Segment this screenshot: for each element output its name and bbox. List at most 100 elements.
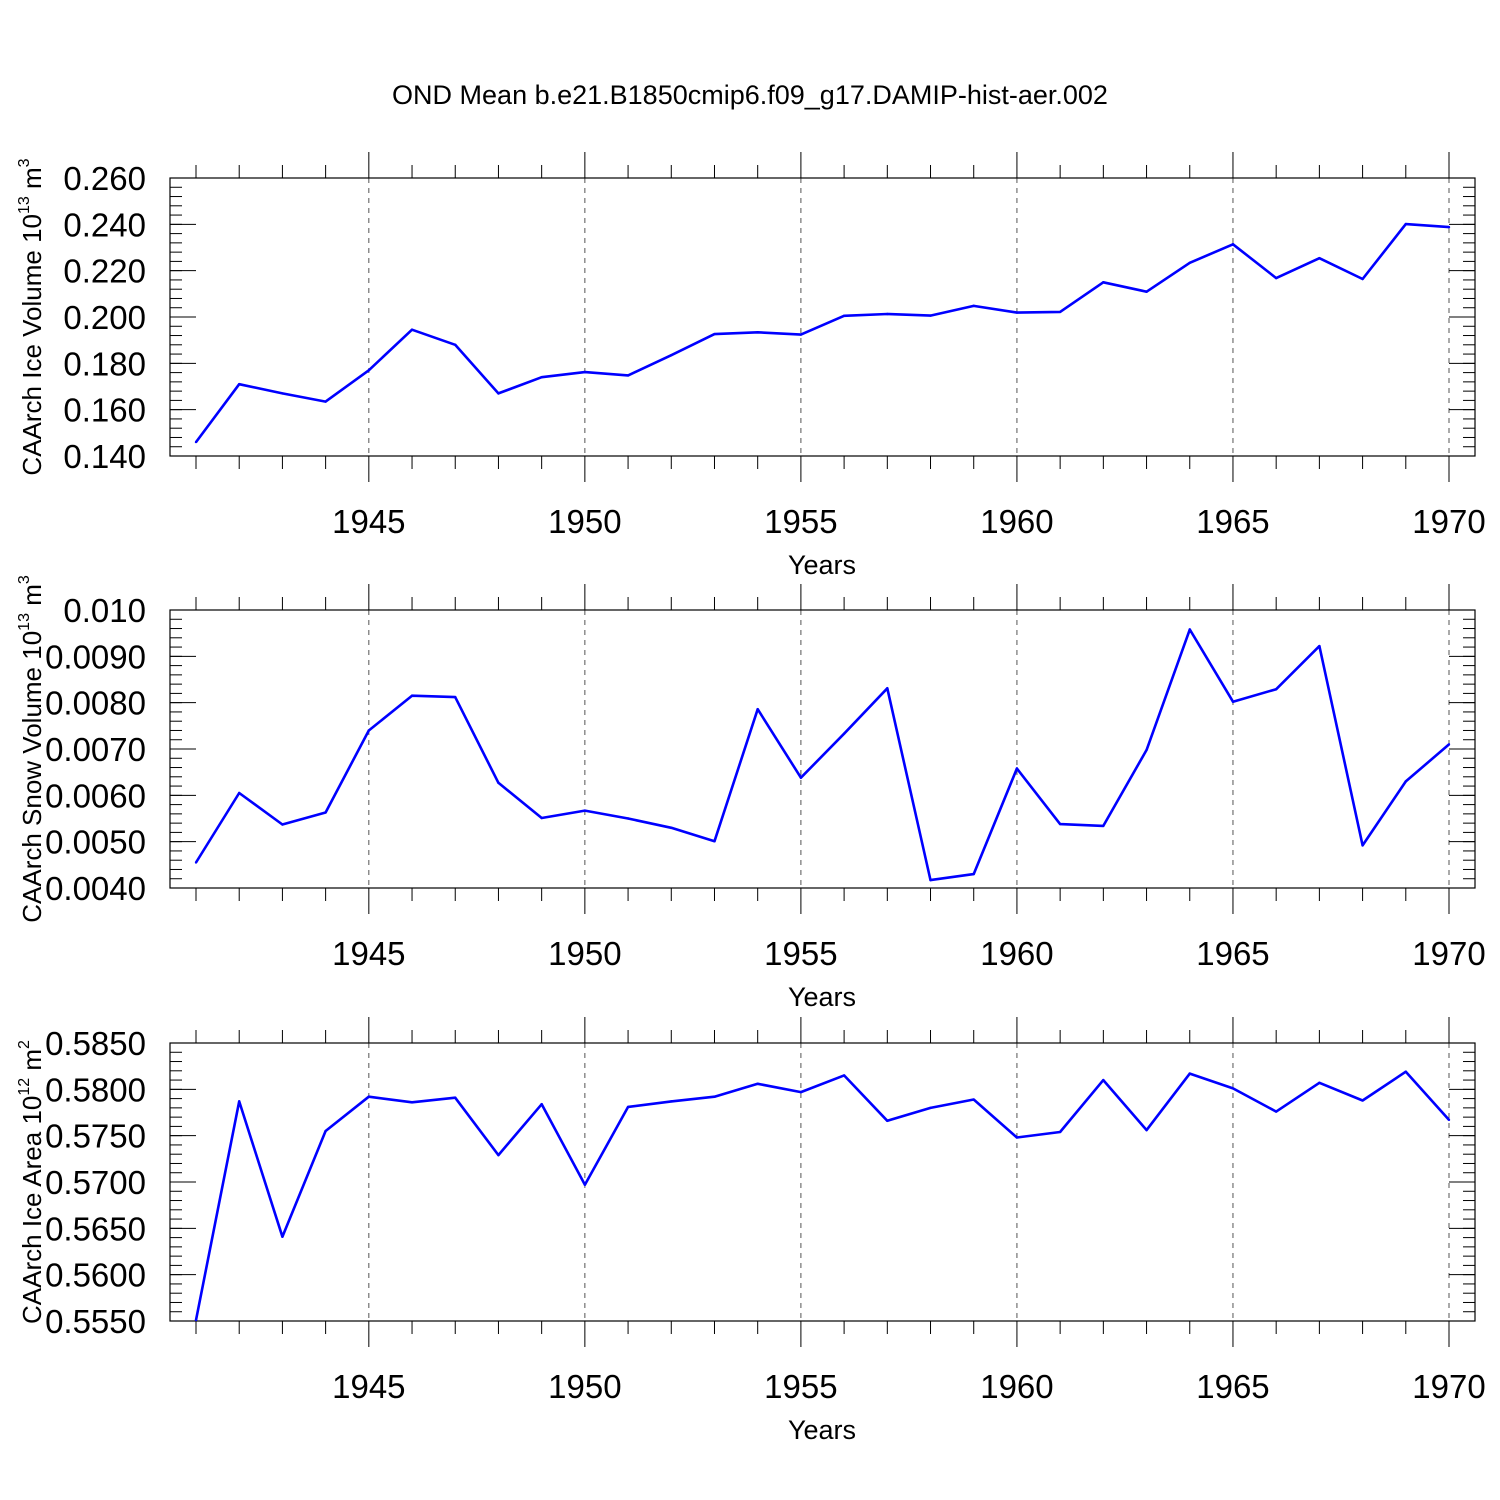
x-tick-label: 1965 [1196, 935, 1269, 972]
data-point [410, 1101, 414, 1104]
x-tick-label: 1950 [548, 1368, 621, 1405]
data-point [670, 826, 673, 829]
data-point [1361, 844, 1364, 847]
y-axis-label: CAArch Ice Volume 1013 m3 [16, 158, 47, 475]
x-tick-label: 1945 [332, 503, 405, 540]
data-point [410, 328, 414, 331]
y-axis-label-text: CAArch Ice Volume 10 [17, 214, 47, 476]
panel-2: 0.0040 0.0050 0.0060 0.0070 0.0080 0.0090 0.01… [16, 575, 1486, 1012]
data-point [1447, 1118, 1451, 1122]
data-point [1361, 1099, 1364, 1102]
data-point [324, 811, 327, 814]
data-point [454, 343, 457, 346]
y-tick-label: 0.0080 [45, 685, 146, 722]
data-point [410, 694, 414, 697]
data-point [324, 1129, 327, 1133]
y-tick-label: 0.180 [63, 345, 146, 382]
data-point [1231, 700, 1235, 703]
x-axis-label: Years [788, 1415, 856, 1445]
x-tick-label: 1945 [332, 935, 405, 972]
data-point [626, 1105, 630, 1109]
y-axis-label-unit: m [17, 1049, 47, 1078]
data-point [1404, 780, 1407, 783]
x-tick-label: 1970 [1412, 1368, 1485, 1405]
data-point [972, 872, 975, 876]
data-point [281, 823, 284, 826]
y-tick-label: 0.0070 [45, 731, 146, 768]
panel-3: 0.5550 0.5600 0.5650 0.5700 0.5750 0.5800 0.58… [16, 1017, 1486, 1445]
data-point [367, 1095, 371, 1098]
data-point [540, 1102, 543, 1106]
y-tick-label: 0.0050 [45, 824, 146, 861]
data-point [1188, 1072, 1191, 1075]
data-point [1102, 1078, 1105, 1082]
panel-1: 0.140 0.160 0.180 0.200 0.220 0.240 0.260 1945 1… [16, 152, 1486, 580]
data-point [497, 392, 500, 395]
data-point [1145, 290, 1148, 293]
data-point [929, 878, 932, 882]
data-point [842, 732, 846, 735]
y-tick-label: 0.5700 [45, 1164, 146, 1201]
y-tick-label: 0.240 [63, 206, 146, 243]
y-axis-label-unit: m [17, 167, 47, 196]
data-point [367, 369, 371, 372]
x-tick-label: 1965 [1196, 1368, 1269, 1405]
y-tick-label: 0.5750 [45, 1118, 146, 1155]
data-point [497, 1153, 500, 1157]
data-point [626, 374, 630, 377]
data-point [713, 1095, 716, 1098]
y-tick-label: 0.5600 [45, 1257, 146, 1294]
data-point [1361, 277, 1364, 281]
data-point [583, 1183, 587, 1186]
x-tick-label: 1955 [764, 935, 837, 972]
y-tick-label: 0.010 [63, 592, 146, 629]
x-axis-label: Years [788, 982, 856, 1012]
data-point [713, 332, 716, 336]
y-axis-label: CAArch Ice Area 1012 m2 [16, 1040, 47, 1324]
data-point [1015, 311, 1019, 314]
data-point [324, 400, 327, 403]
data-point [972, 1098, 975, 1101]
x-tick-label: 1950 [548, 935, 621, 972]
data-point [238, 791, 241, 795]
data-point [454, 1096, 457, 1099]
data-point [1145, 1128, 1148, 1132]
data-point [713, 840, 716, 843]
data-point [1015, 1136, 1019, 1139]
data-point [281, 1235, 284, 1238]
y-axis-label: CAArch Snow Volume 1013 m3 [16, 575, 47, 923]
data-point [842, 314, 846, 318]
y-tick-label: 0.220 [63, 253, 146, 290]
y-tick-label: 0.140 [63, 438, 146, 475]
y-tick-label: 0.0040 [45, 870, 146, 907]
data-point [1102, 824, 1105, 828]
y-axis-label-unit: m [17, 584, 47, 613]
plot-frame [169, 609, 1476, 889]
data-point [929, 314, 932, 317]
data-point [238, 382, 241, 386]
x-axis-label: Years [788, 550, 856, 580]
data-point [886, 1119, 889, 1123]
data-point [1188, 628, 1191, 631]
data-point [1231, 1087, 1235, 1090]
data-point [194, 861, 198, 864]
y-axis-label-text: CAArch Snow Volume 10 [17, 631, 47, 923]
data-point [1274, 688, 1278, 691]
series-line [194, 628, 1450, 882]
data-point [1015, 767, 1019, 770]
data-point [1318, 1081, 1321, 1085]
chart-title: OND Mean b.e21.B1850cmip6.f09_g17.DAMIP-… [392, 80, 1108, 110]
data-point [1188, 261, 1191, 264]
y-tick-label: 0.5800 [45, 1071, 146, 1108]
data-point [1145, 748, 1148, 752]
data-point [670, 354, 673, 357]
data-point [670, 1100, 673, 1103]
data-point [756, 707, 759, 711]
x-tick-label: 1960 [980, 503, 1053, 540]
data-point [886, 312, 889, 316]
data-point [1058, 310, 1062, 314]
data-point [583, 370, 587, 374]
y-tick-label: 0.5850 [45, 1025, 146, 1062]
data-point [886, 687, 889, 690]
